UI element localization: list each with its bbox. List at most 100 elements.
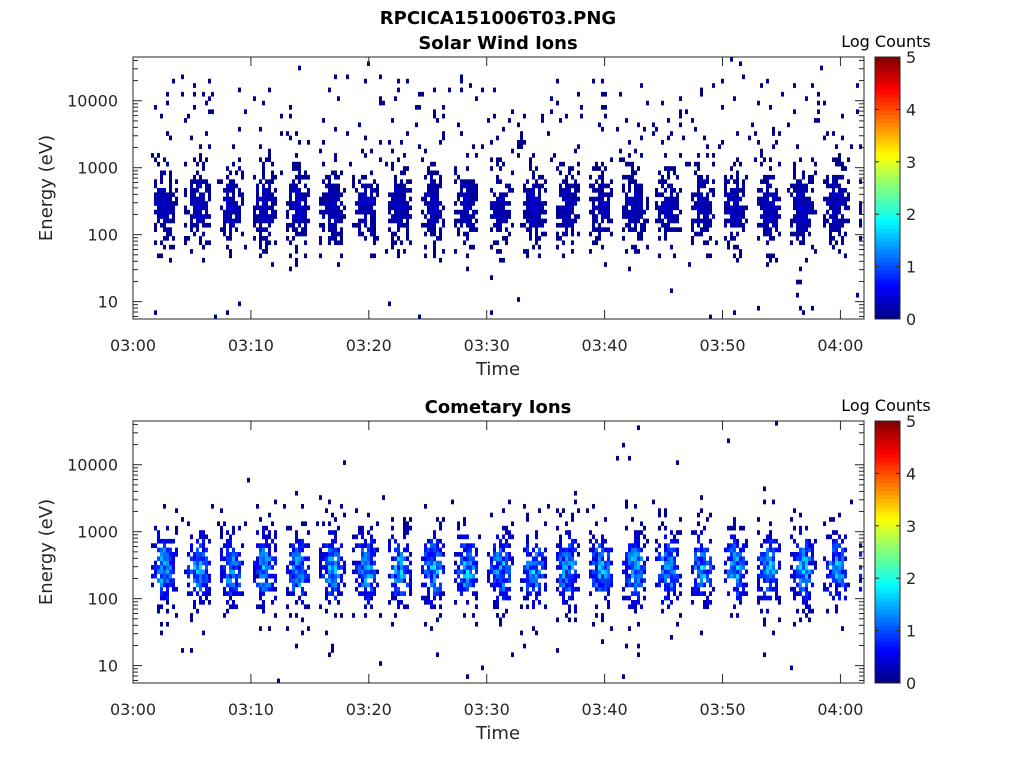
heatmap-cell [496,613,499,618]
heatmap-cell [457,525,460,531]
heatmap-cell [433,530,436,535]
heatmap-cell [799,179,802,184]
heatmap-cell [832,192,835,198]
heatmap-cell [637,621,640,627]
heatmap-cell [169,205,172,211]
heatmap-cell [292,188,295,193]
heatmap-cell [622,188,625,193]
heatmap-cell [190,648,193,653]
heatmap-cell [661,179,664,184]
heatmap-cell [166,591,169,596]
heatmap-cell [700,91,703,97]
heatmap-cell [508,586,511,592]
heatmap-cell [268,543,271,548]
heatmap-cell [766,183,769,189]
heatmap-cell [295,643,298,649]
heatmap-cell [844,569,847,575]
heatmap-cell [466,560,469,566]
heatmap-cell [607,578,610,583]
heatmap-cell [295,201,298,206]
heatmap-cell [562,569,565,575]
heatmap-cell [601,538,604,544]
colorbar-swatch [875,249,900,254]
heatmap-cell [778,560,781,566]
heatmap-cell [343,569,346,575]
heatmap-cell [598,209,601,215]
heatmap-cell [325,608,328,614]
heatmap-cell [199,595,202,601]
heatmap-cell [367,196,370,202]
heatmap-cell [268,573,271,579]
colorbar-swatch [875,302,900,308]
heatmap-cell [772,144,775,149]
heatmap-cell [763,538,766,544]
heatmap-cell [241,201,244,206]
heatmap-cell [826,201,829,206]
heatmap-cell [334,560,337,566]
heatmap-cell [799,525,802,531]
heatmap-cell [475,595,478,601]
heatmap-cell [397,253,400,259]
heatmap-cell [274,573,277,579]
heatmap-cell [454,222,457,228]
heatmap-cell [397,586,400,592]
heatmap-cell [757,236,760,241]
heatmap-cell [394,591,397,596]
heatmap-cell [772,573,775,579]
heatmap-cell [811,174,814,180]
heatmap-cell [763,192,766,198]
heatmap-cell [700,495,703,500]
heatmap-cell [172,236,175,241]
heatmap-cell [667,560,670,566]
heatmap-cell [859,565,862,570]
heatmap-cell [532,183,535,189]
heatmap-cell [364,586,367,592]
heatmap-cell [427,565,430,570]
plot-frame [132,56,865,320]
heatmap-cell [772,214,775,219]
heatmap-cell [400,205,403,211]
heatmap-cell [631,179,634,184]
heatmap-cell [262,573,265,579]
heatmap-cell [622,183,625,189]
heatmap-cell [811,305,814,311]
heatmap-cell [169,552,172,557]
heatmap-cell [598,231,601,237]
heatmap-cell [373,227,376,232]
heatmap-cell [739,222,742,228]
heatmap-cell [823,521,826,527]
heatmap-cell [562,565,565,570]
heatmap-cell [763,560,766,566]
heatmap-cell [169,209,172,215]
heatmap-cell [406,222,409,228]
heatmap-cell [229,253,232,259]
heatmap-cell [400,192,403,198]
heatmap-cell [661,183,664,189]
heatmap-cell [673,573,676,579]
heatmap-cell [805,214,808,219]
heatmap-cell [742,227,745,232]
heatmap-cell [340,231,343,237]
heatmap-cell [493,543,496,548]
heatmap-cell [535,556,538,562]
heatmap-cell [193,105,196,110]
heatmap-cell [424,174,427,180]
heatmap-cell [406,78,409,84]
heatmap-cell [268,87,271,93]
heatmap-cell [742,179,745,184]
heatmap-cell [730,565,733,570]
heatmap-cell [565,222,568,228]
heatmap-cell [196,556,199,562]
heatmap-cell [658,556,661,562]
heatmap-cell [364,573,367,579]
heatmap-cell [856,83,859,88]
heatmap-cell [844,534,847,540]
heatmap-cell [160,595,163,601]
heatmap-cell [628,188,631,193]
heatmap-cell [760,161,763,167]
heatmap-cell [538,573,541,579]
heatmap-cell [496,249,499,254]
heatmap-cell [430,192,433,198]
heatmap-cell [724,222,727,228]
heatmap-cell [664,569,667,575]
